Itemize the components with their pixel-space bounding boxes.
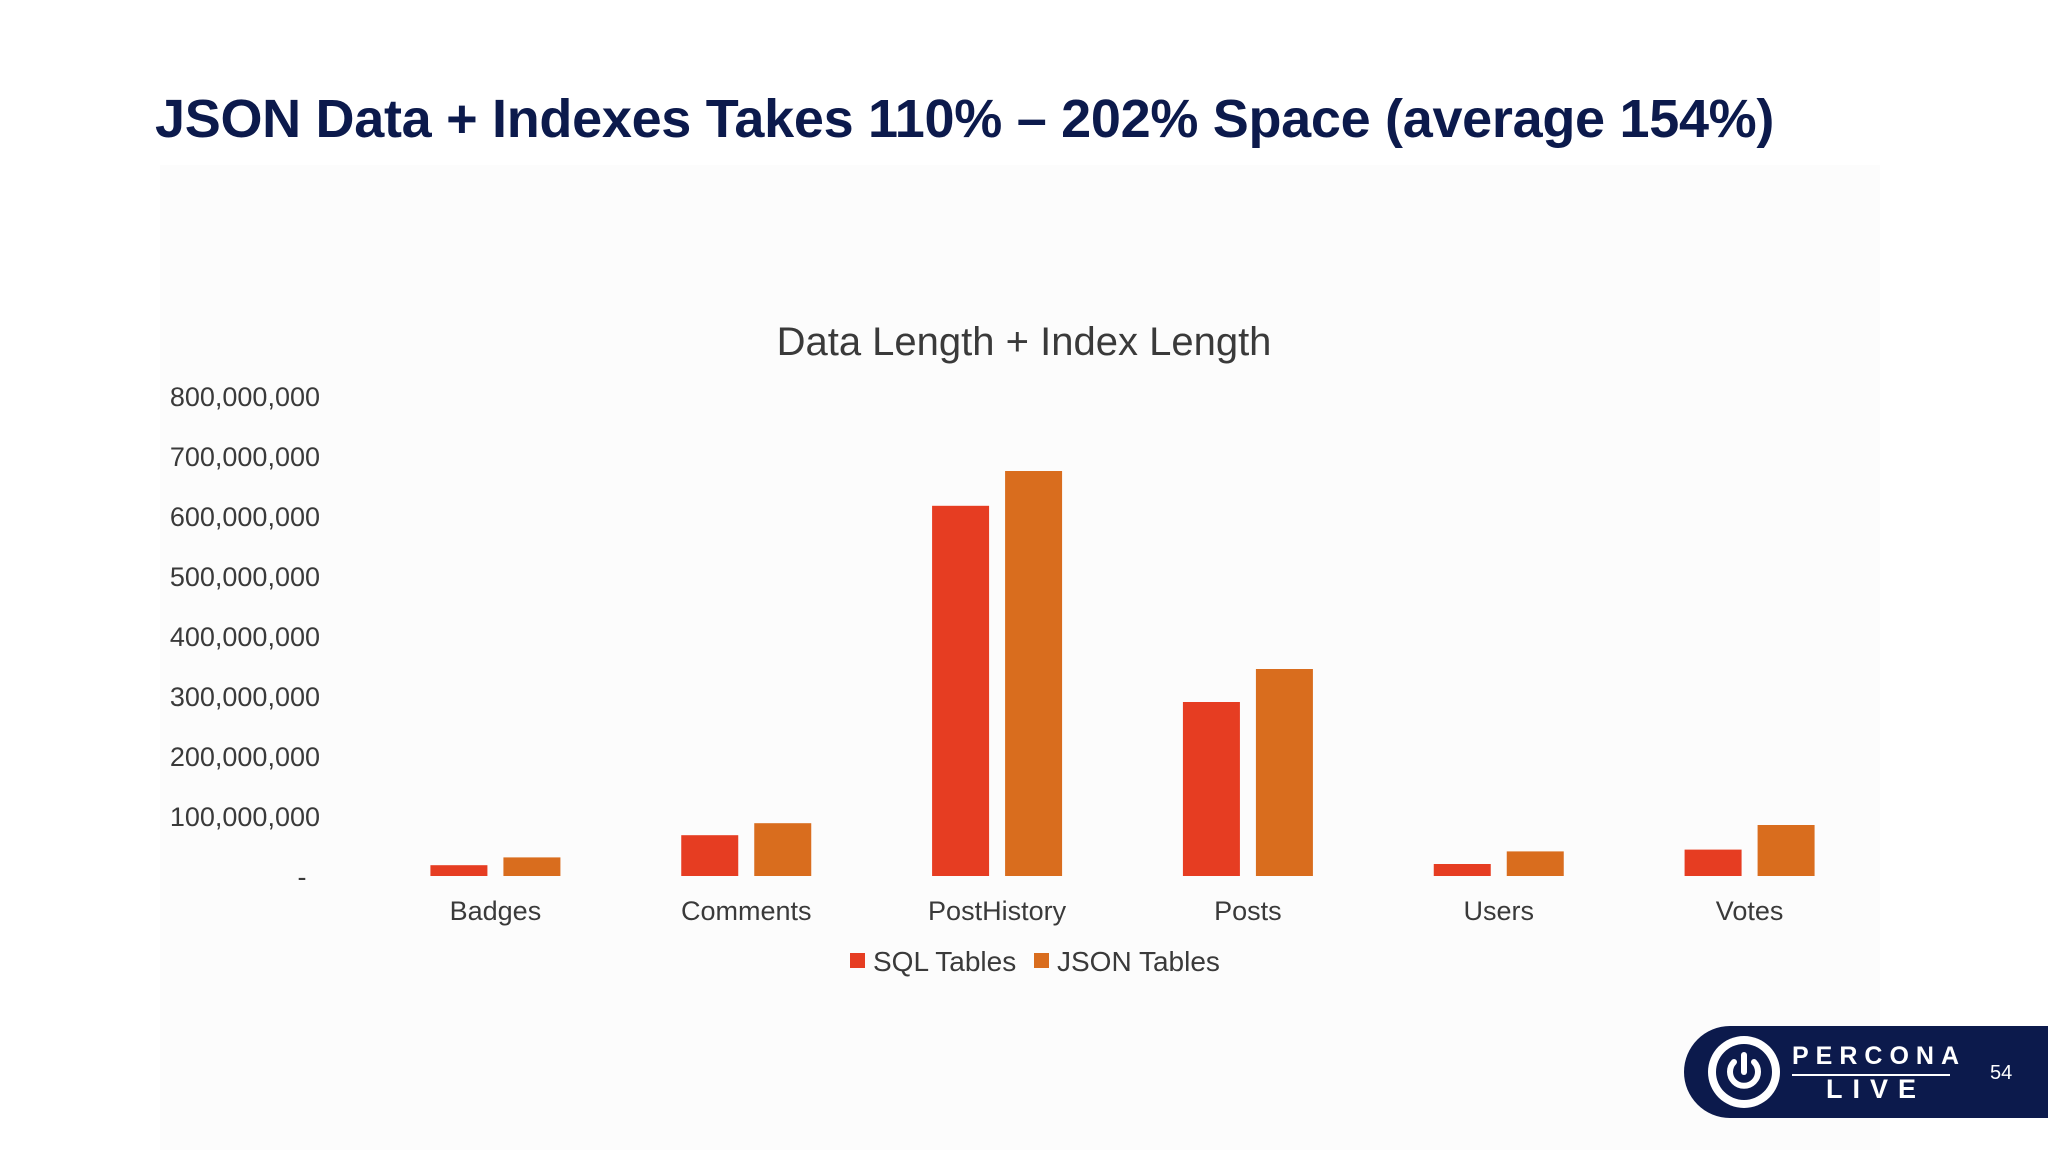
bar-badges-sql [430, 865, 488, 876]
page-number: 54 [1990, 1062, 2013, 1084]
bar-posts-json [1255, 669, 1313, 876]
y-tick-label: 300,000,000 [170, 682, 320, 712]
y-tick-label: 600,000,000 [170, 502, 320, 532]
y-tick-label: 200,000,000 [170, 742, 320, 772]
legend-label-sql: SQL Tables [873, 946, 1016, 977]
x-tick-label: Votes [1716, 896, 1784, 926]
y-tick-label: 500,000,000 [170, 562, 320, 592]
legend: SQL Tables JSON Tables [850, 946, 1220, 977]
y-tick-label: 100,000,000 [170, 802, 320, 832]
chart-title: Data Length + Index Length [777, 320, 1272, 364]
bars [430, 471, 1815, 876]
footer-band [1860, 1026, 2048, 1118]
x-axis-ticks: Badges Comments PostHistory Posts Users Votes [450, 896, 1784, 926]
bar-posthistory-sql [932, 505, 990, 876]
legend-swatch-json [1034, 953, 1049, 968]
logo-divider [1792, 1074, 1950, 1076]
y-axis-ticks: - 100,000,000 200,000,000 300,000,000 400,00… [170, 382, 320, 892]
bar-badges-json [503, 857, 561, 876]
logo-wordmark-live: LIVE [1826, 1074, 1927, 1104]
x-tick-label: Posts [1214, 896, 1282, 926]
bar-users-json [1506, 851, 1564, 876]
y-tick-label: - [298, 862, 307, 892]
slide-title: JSON Data + Indexes Takes 110% – 202% Sp… [155, 89, 1775, 149]
bar-posts-sql [1182, 702, 1240, 876]
y-tick-label: 700,000,000 [170, 442, 320, 472]
legend-label-json: JSON Tables [1057, 946, 1220, 977]
bar-votes-json [1757, 825, 1815, 876]
bar-posthistory-json [1005, 471, 1063, 876]
bar-comments-sql [681, 835, 739, 876]
power-icon [1708, 1036, 1780, 1108]
legend-swatch-sql [850, 953, 865, 968]
logo-wordmark-percona: PERCONA [1792, 1042, 1967, 1070]
bar-users-sql [1433, 864, 1491, 876]
x-tick-label: Badges [450, 896, 542, 926]
bar-comments-json [754, 823, 812, 876]
y-tick-label: 800,000,000 [170, 382, 320, 412]
x-tick-label: Comments [681, 896, 812, 926]
y-tick-label: 400,000,000 [170, 622, 320, 652]
bar-votes-sql [1684, 849, 1742, 876]
x-tick-label: PostHistory [928, 896, 1067, 926]
x-tick-label: Users [1463, 896, 1534, 926]
